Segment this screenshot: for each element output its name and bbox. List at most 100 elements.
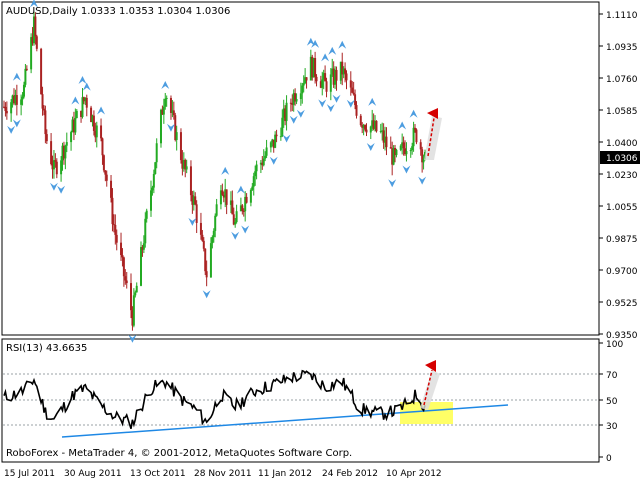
rsi-tick: 100 — [606, 340, 623, 350]
candle-body — [324, 73, 327, 82]
candle-body — [141, 247, 144, 250]
candle-body — [339, 61, 342, 81]
candle-body — [372, 120, 375, 129]
fractal-up-icon — [328, 46, 337, 55]
time-label: 13 Oct 2011 — [130, 469, 186, 479]
candle-body — [152, 173, 155, 188]
candle-body — [255, 164, 258, 172]
fractal-down-icon — [231, 231, 240, 240]
fractal-up-icon — [97, 106, 106, 115]
candle-body — [3, 106, 5, 108]
candle-body — [145, 210, 148, 219]
candle-body — [191, 195, 194, 205]
candle-body — [5, 111, 8, 114]
candle-body — [409, 150, 412, 152]
candle-body — [142, 243, 145, 250]
candle-body — [182, 159, 185, 169]
candle-body — [389, 147, 392, 149]
candle-body — [192, 196, 195, 205]
price-tick: 1.0760 — [606, 75, 638, 85]
candle-body — [202, 240, 205, 249]
candle-body — [394, 147, 397, 156]
candle-body — [102, 155, 105, 171]
candle-body — [151, 187, 154, 191]
fractal-up-icon — [338, 40, 347, 49]
candle-body — [232, 214, 235, 225]
rsi-line[interactable] — [3, 369, 426, 429]
candle-body — [234, 222, 237, 225]
candle-body — [304, 77, 307, 84]
candle-body — [120, 242, 123, 256]
fractal-markers — [7, 0, 427, 343]
candle-body — [44, 110, 47, 135]
fractal-down-icon — [241, 225, 250, 234]
candle-body — [11, 95, 14, 103]
candle-body — [80, 110, 83, 117]
rsi-trendline[interactable] — [61, 404, 509, 438]
candle-series[interactable] — [3, 11, 426, 331]
candle-body — [21, 96, 24, 100]
candle-body — [172, 110, 175, 116]
candle-body — [165, 97, 168, 99]
candle-body — [54, 160, 57, 162]
fractal-down-icon — [49, 182, 58, 191]
rsi-tick: 70 — [606, 371, 618, 381]
candle-body — [402, 142, 405, 149]
candle-body — [161, 109, 164, 115]
candle-body — [85, 97, 88, 108]
rsi-line-group[interactable] — [3, 369, 426, 429]
candle-body — [275, 134, 278, 137]
candle-body — [72, 119, 75, 133]
candle-body — [264, 155, 267, 159]
candle-body — [195, 204, 198, 223]
candle-body — [305, 77, 308, 81]
candle-body — [111, 197, 114, 225]
candle-body — [92, 115, 95, 131]
candle-body — [34, 16, 37, 37]
time-label: 28 Nov 2011 — [194, 469, 252, 479]
candle-body — [22, 84, 25, 97]
price-tick: 0.9350 — [606, 331, 638, 341]
candle-body — [391, 148, 394, 165]
candle-body — [414, 127, 417, 130]
candle-body — [345, 73, 348, 81]
candle-body — [104, 170, 107, 175]
candle-body — [112, 224, 115, 226]
candle-body — [164, 98, 167, 107]
rsi-header: RSI(13) 43.6635 — [6, 343, 87, 354]
candle-body — [344, 68, 347, 74]
candle-body — [301, 85, 304, 94]
rsi-scale: 100 70 50 30 0 — [599, 340, 623, 464]
candle-body — [181, 160, 184, 169]
candle-body — [284, 108, 287, 122]
candle-body — [245, 196, 248, 203]
fractal-up-icon — [311, 39, 320, 48]
candle-body — [209, 243, 212, 278]
candle-body — [411, 146, 414, 151]
candle-body — [204, 248, 207, 272]
price-pane[interactable] — [1, 1, 600, 336]
price-forecast-arrow — [424, 108, 442, 160]
candle-body — [271, 139, 274, 143]
candle-body — [14, 95, 17, 104]
candle-body — [222, 194, 225, 198]
price-tick: 0.9875 — [606, 235, 638, 245]
candle-body — [229, 200, 232, 205]
candle-body — [354, 94, 357, 106]
price-tick: 1.0585 — [606, 107, 638, 117]
candle-body — [259, 162, 262, 165]
candle-body — [32, 16, 35, 44]
price-tick: 1.0400 — [606, 139, 638, 149]
candle-body — [75, 110, 78, 119]
candle-body — [422, 158, 425, 163]
candle-body — [50, 141, 53, 164]
fractal-down-icon — [289, 115, 298, 124]
candle-body — [319, 81, 322, 88]
candle-body — [282, 108, 285, 118]
candle-body — [279, 136, 282, 138]
fractal-down-icon — [296, 109, 305, 118]
candle-body — [95, 125, 98, 138]
fractal-up-icon — [71, 96, 80, 105]
fractal-up-icon — [236, 185, 245, 194]
